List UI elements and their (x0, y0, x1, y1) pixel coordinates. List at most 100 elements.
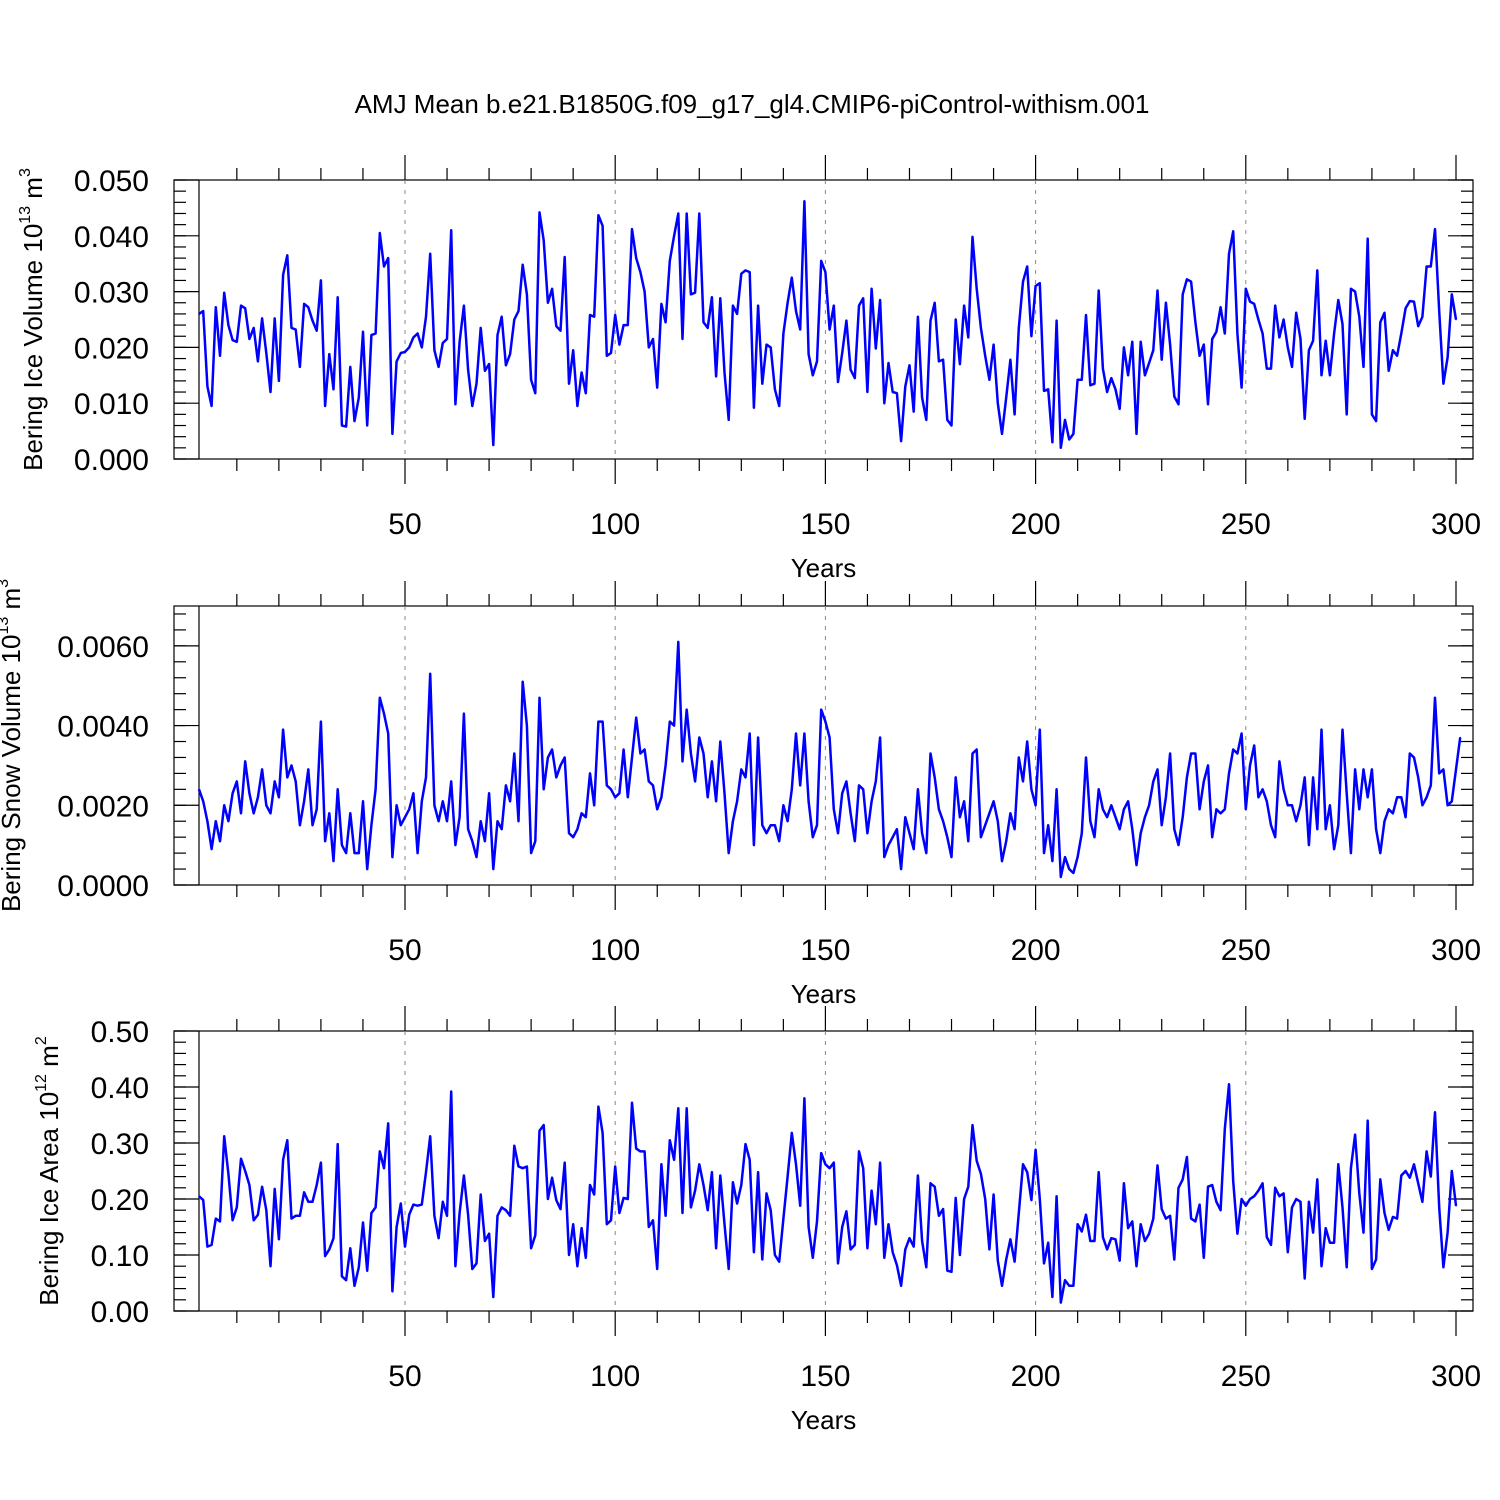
x-tick-label: 50 (388, 508, 421, 541)
data-point (597, 720, 600, 723)
x-tick-label: 300 (1431, 1360, 1481, 1393)
data-point (526, 1165, 528, 1168)
data-point (1295, 312, 1297, 314)
data-point (353, 852, 356, 854)
data-point (1299, 1201, 1302, 1203)
data-point (971, 752, 974, 755)
data-point (988, 812, 991, 815)
data-point (496, 1215, 499, 1217)
data-point (248, 792, 251, 795)
data-point (429, 1135, 432, 1138)
data-point (1316, 1178, 1319, 1181)
data-point (816, 1220, 818, 1223)
data-point (1018, 1212, 1020, 1214)
data-point (496, 820, 499, 822)
data-point (202, 310, 204, 312)
data-point (1228, 1083, 1230, 1085)
y-tick-label: 0.000 (74, 444, 149, 477)
data-point (505, 784, 507, 787)
data-point (900, 440, 902, 442)
data-point (1358, 1192, 1361, 1195)
data-point (219, 355, 221, 357)
data-point (437, 1237, 440, 1239)
data-point (765, 343, 768, 346)
data-point (290, 764, 293, 767)
data-point (1316, 269, 1319, 272)
data-point (622, 748, 625, 751)
data-point (681, 338, 684, 340)
data-point (1308, 349, 1310, 352)
data-point (1451, 293, 1453, 296)
data-point (1434, 1111, 1436, 1113)
data-point (315, 808, 318, 811)
data-point (723, 1223, 726, 1225)
data-point (383, 265, 385, 268)
data-point (336, 296, 339, 299)
data-point (286, 1139, 289, 1141)
data-point (1194, 1220, 1197, 1223)
data-point (1043, 1262, 1045, 1265)
data-point (416, 852, 419, 854)
data-point (1224, 808, 1226, 811)
data-point (1362, 366, 1365, 368)
data-point (1194, 752, 1197, 755)
data-point (1022, 1163, 1024, 1166)
data-point (463, 712, 465, 715)
data-point (1350, 1167, 1352, 1169)
data-point (1144, 816, 1146, 818)
data-point (1072, 872, 1075, 874)
data-point (1232, 1180, 1234, 1182)
data-point (1257, 796, 1260, 799)
data-point (1375, 1258, 1377, 1261)
data-point (719, 297, 722, 300)
panel-bering-ice-volume: 50 100 150 200 250 300 0.000 0.010 0.020 0.030 0.0… (17, 155, 1481, 583)
data-point (1169, 752, 1171, 755)
data-point (1383, 1212, 1386, 1214)
data-point (1064, 856, 1066, 858)
data-point (1055, 1195, 1058, 1197)
data-point (1156, 1164, 1159, 1167)
data-point (807, 800, 810, 803)
data-point (429, 252, 432, 255)
data-point (854, 1244, 856, 1246)
data-point (1060, 876, 1062, 878)
data-point (622, 324, 625, 326)
data-point (984, 824, 986, 826)
x-tick-label: 300 (1431, 934, 1481, 967)
data-point (606, 784, 608, 787)
data-point (1093, 1240, 1096, 1242)
data-point (1442, 382, 1445, 385)
data-point (643, 290, 646, 293)
data-point (938, 360, 940, 363)
data-point (1102, 1236, 1104, 1238)
data-point (1400, 796, 1403, 799)
data-point (1135, 1265, 1138, 1267)
data-point (1026, 1171, 1028, 1173)
data-point (542, 239, 545, 242)
data-point (261, 317, 263, 320)
data-point (1047, 388, 1049, 391)
data-point (1329, 1241, 1331, 1244)
data-point (727, 419, 730, 421)
data-point (631, 756, 633, 759)
data-point (1434, 696, 1436, 699)
data-point (248, 1184, 251, 1186)
data-point (610, 788, 612, 791)
data-point (1034, 1148, 1037, 1151)
data-point (353, 420, 356, 422)
data-point (997, 402, 999, 405)
data-point (1043, 390, 1045, 392)
data-point (282, 274, 284, 276)
panel-bering-ice-area: 50 100 150 200 250 300 0.00 0.10 0.20 0.30 0.40 0.5… (33, 1006, 1481, 1435)
data-point (904, 816, 907, 818)
data-point (748, 1159, 751, 1161)
data-point (1005, 840, 1007, 842)
data-point (479, 327, 482, 329)
data-point (946, 836, 949, 838)
data-point (997, 1259, 999, 1262)
data-point (799, 328, 801, 331)
plot-frame (173, 179, 1474, 460)
data-point (1425, 265, 1428, 268)
data-point (383, 712, 385, 715)
data-point (1341, 728, 1344, 731)
